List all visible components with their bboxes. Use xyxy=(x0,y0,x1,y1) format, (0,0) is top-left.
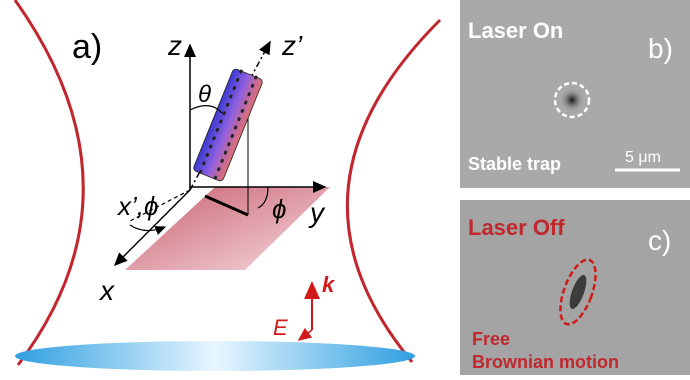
panel-title: Laser On xyxy=(468,18,563,43)
rotation-arc xyxy=(130,225,165,231)
axis-label: z xyxy=(167,30,182,61)
panel-a: a) z z’ θ x’,ϕ ϕ y x k E xyxy=(15,0,440,371)
panel-label: b) xyxy=(648,33,673,64)
panel-title: Laser Off xyxy=(468,215,565,240)
panel-label: c) xyxy=(648,225,671,256)
panel-label: a) xyxy=(72,28,102,66)
figure: a) z z’ θ x’,ϕ ϕ y x k E Laser On b) Sta… xyxy=(0,0,690,375)
axis-label: x xyxy=(98,275,115,306)
angle-label: ϕ xyxy=(272,194,286,224)
axis-label: z’ xyxy=(281,30,303,61)
axis-label: y xyxy=(308,197,326,228)
panel-b: Laser On b) Stable trap 5 μm xyxy=(460,0,690,188)
objective-lens xyxy=(15,341,415,371)
caption: Brownian motion xyxy=(472,352,619,372)
e-vector xyxy=(299,330,312,340)
scale-label: 5 μm xyxy=(625,149,661,166)
e-label: E xyxy=(273,315,288,340)
angle-label: θ xyxy=(198,81,211,108)
axis-label: x’,ϕ xyxy=(116,191,158,221)
trapped-particle xyxy=(559,87,585,113)
panel-c: Laser Off c) Free Brownian motion xyxy=(460,200,690,375)
beam-edge xyxy=(347,20,440,362)
caption: Free xyxy=(472,329,510,349)
caption: Stable trap xyxy=(468,154,561,174)
k-label: k xyxy=(322,272,336,297)
